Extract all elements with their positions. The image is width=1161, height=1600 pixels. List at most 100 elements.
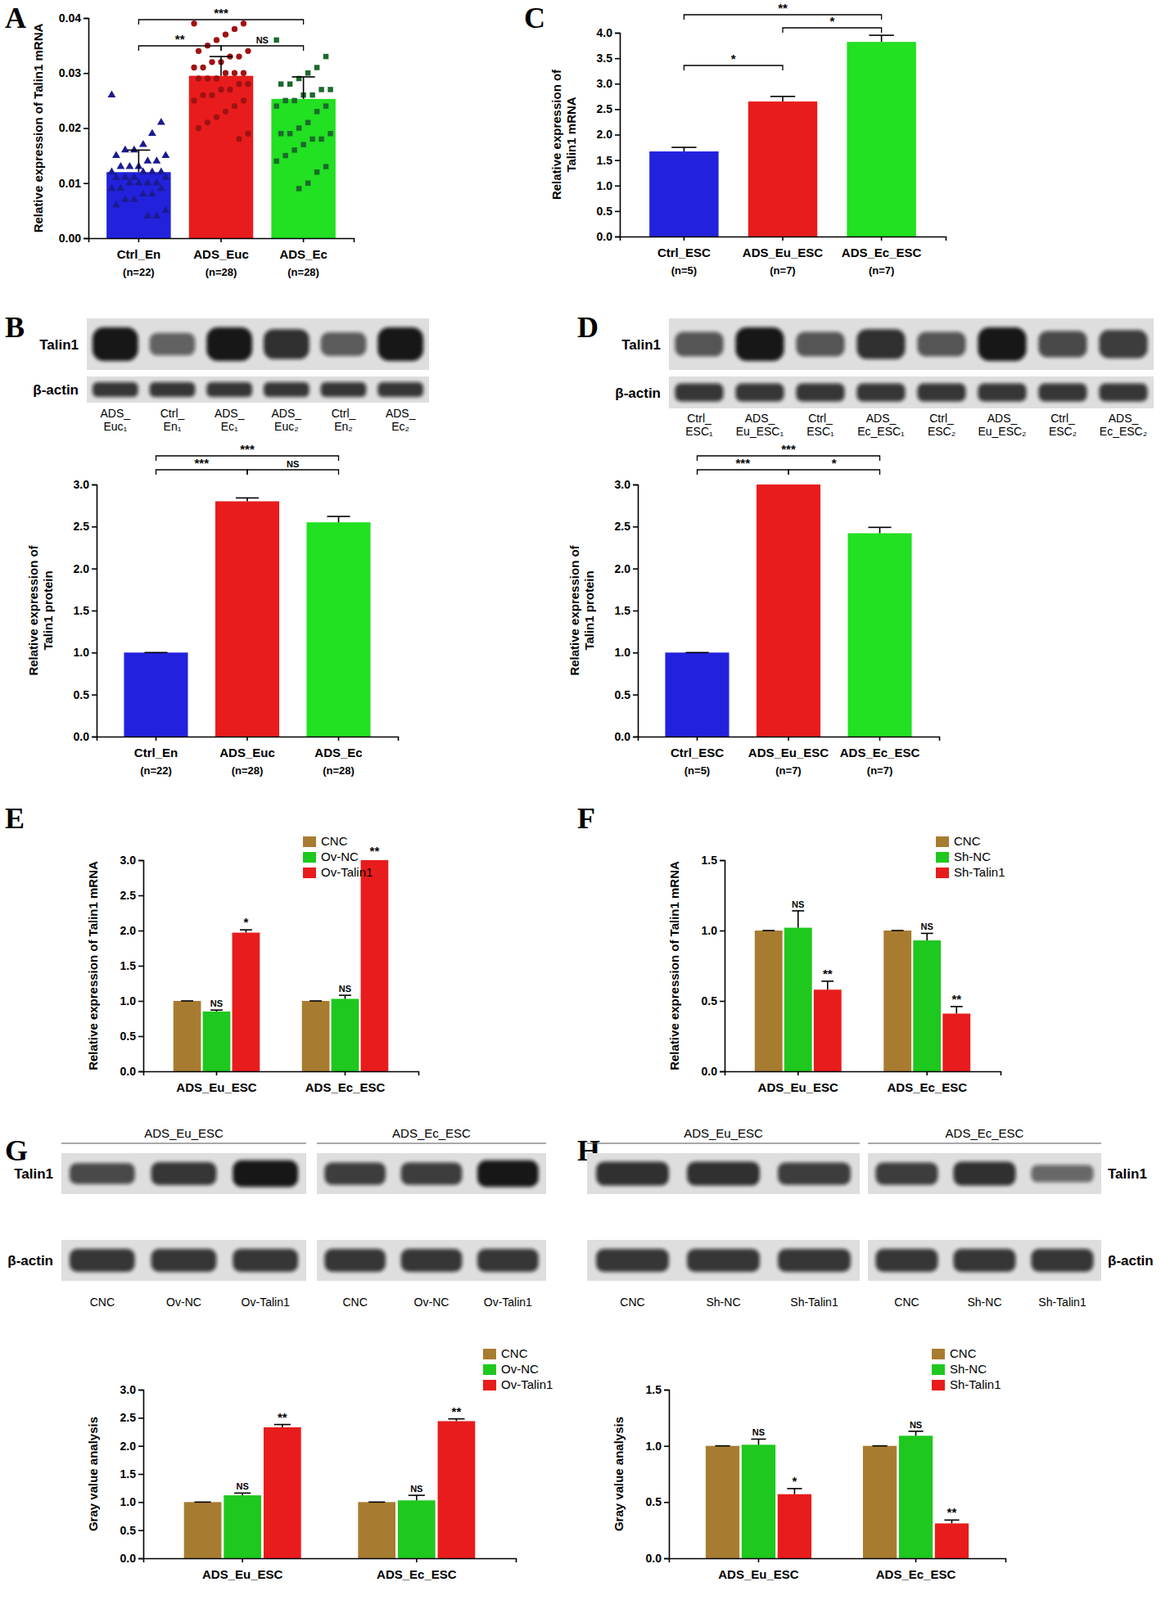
y-tick-label: 1.5 [701,853,719,868]
error-bar-cap [750,1439,766,1442]
point [235,81,242,87]
panel: GADS_Eu_ESCCNCOv-NCOv-Talin1ADS_Ec_ESCCN… [4,1126,553,1582]
point [112,150,121,159]
error-bar-cap [239,929,253,931]
x-tick-label: ADS_Eu_ESC [202,1567,284,1582]
bar [942,1013,971,1072]
y-tick: 0.5 [701,994,725,1008]
error-bar-stem [880,35,883,42]
blot-membrane [867,1240,1102,1282]
y-tick-label: 0.5 [701,994,719,1008]
point [327,131,333,136]
x-tick-mark [246,736,249,741]
blot-band [1038,330,1087,357]
legend: CNCSh-NCSh-Talin1 [935,834,1006,880]
blot-lane-label-line: ADS_ [271,406,303,421]
point [161,172,170,181]
x-tick-label: ADS_Eu_ESC [176,1080,258,1095]
blot-band [856,383,905,403]
point [112,172,121,181]
blot-row-label: β-actin [32,382,79,398]
error-bar-stem [138,149,141,172]
point [278,81,284,86]
point [152,156,161,164]
blot-band [324,1162,386,1185]
significance-label: NS [256,35,269,46]
y-tick: 1.0 [120,1495,144,1509]
blot-lane-label: ADS_Ec_ESC₁ [857,411,905,439]
bar [846,41,916,237]
y-tick-label: 3.0 [120,1383,137,1397]
blot-band [1038,383,1087,403]
y-tick-mark [632,736,638,739]
point [195,75,202,82]
y-tick-label: 4.0 [596,26,614,40]
x-tick-mark [344,1071,347,1076]
significance-label: *** [735,456,750,470]
x-tick-label: ADS_Eu_ESC [742,245,824,260]
plot-area [664,484,912,737]
point [217,86,224,93]
y-axis-title: Gray value analysis [85,1417,100,1532]
y-tick-mark [91,736,97,739]
y-tick-mark [632,568,638,570]
point [309,92,315,98]
significance-label: NS [286,459,299,470]
x-axis: Ctrl_ESCADS_Eu_ESCADS_Ec_ESC [620,236,947,260]
panel-title: F [577,802,596,836]
x-tick: Ctrl_En [117,238,161,262]
y-tick-mark [83,182,89,185]
y-tick-mark [664,1502,669,1505]
error-bar-cap [891,930,904,932]
x-axis-line [97,737,399,742]
point [204,75,211,82]
y-tick-label: 1.5 [73,604,91,618]
y-axis: 0.00.51.01.52.02.53.03.54.0 [596,26,621,244]
significance-label: * [829,13,835,28]
blot-group-rule [867,1142,1102,1144]
point [291,147,297,153]
error-bar [872,1445,888,1447]
blot-membrane [86,318,430,371]
error-bar [908,1432,923,1437]
significance-label: NS [210,998,223,1009]
point [107,184,116,192]
y-tick-mark [614,185,620,187]
blot-membrane [61,1240,307,1282]
y-tick-mark [138,966,144,968]
y-tick: 0.0 [596,230,620,244]
y-tick-label: 1.0 [73,646,91,660]
bar [813,989,842,1072]
y-axis-line [91,485,98,738]
panel-title: E [4,802,25,836]
bar [756,484,821,737]
bar [397,1500,436,1559]
y-axis-title-line: Talin1 protein [40,570,55,651]
y-tick: 0.0 [701,1065,725,1079]
y-tick-label: 2.5 [73,519,91,534]
x-tick-mark [302,238,305,243]
y-tick-mark [83,72,89,75]
x-tick-mark [797,1071,800,1076]
x-axis-line [725,1072,1002,1077]
sample-size: (n=22) [140,764,172,778]
bar [862,1446,897,1559]
y-tick: 0.0 [646,1552,669,1566]
error-bar-stem [415,1495,418,1501]
blot-band [953,1162,1017,1187]
error-bar-cap [685,652,709,655]
bar [883,930,912,1072]
point [318,86,324,92]
blot-lane-label-line: Euc₁ [103,420,127,434]
blot-band [69,1163,136,1185]
point [305,120,311,126]
blot-lane-label: CNC [894,1296,919,1310]
panel-title: A [4,1,27,35]
figure: A0.000.010.020.030.04Ctrl_EnADS_EucADS_E… [0,0,1161,1600]
blot-band [477,1161,539,1189]
significance-bracket [247,469,339,475]
point [235,53,242,59]
y-tick-mark [664,1390,669,1392]
y-axis-line [83,18,90,240]
x-tick-label: ADS_Eu_ESC [748,745,830,760]
